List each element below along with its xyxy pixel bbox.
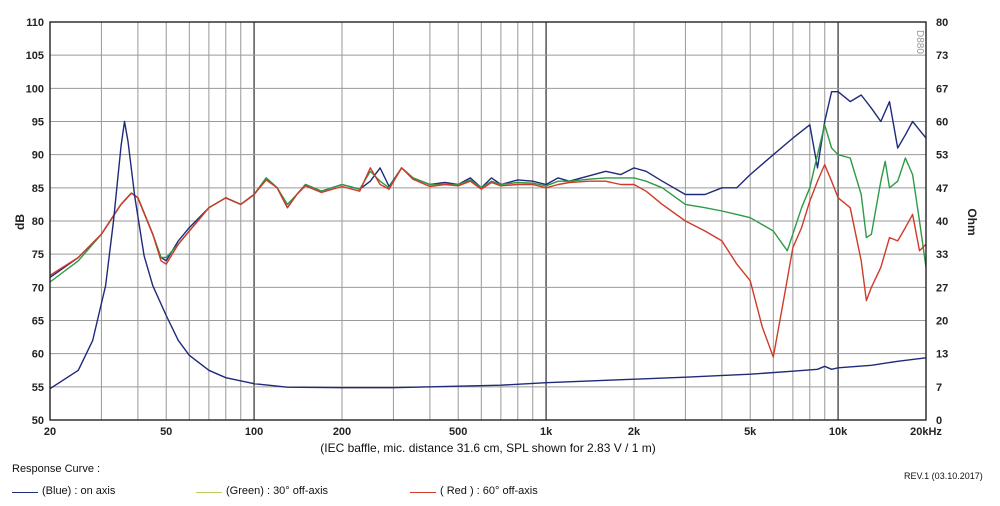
y-tick-label: 70: [32, 282, 44, 294]
y2-tick-label: 73: [936, 50, 948, 62]
y-tick-label: 75: [32, 249, 44, 261]
legend-swatch-red: [410, 492, 436, 493]
y-tick-label: 80: [32, 216, 44, 228]
series-line-impedance: [49, 120, 927, 390]
y2-axis-title: Ohm: [965, 208, 979, 235]
y-tick-label: 85: [32, 183, 44, 195]
x-tick-label: 20kHz: [910, 426, 942, 438]
y-tick-label: 60: [32, 349, 44, 361]
series-line-red-60-off-axis: [49, 163, 927, 358]
legend-label-red: ( Red ) : 60° off-axis: [440, 485, 538, 497]
legend-label-blue: (Blue) : on axis: [42, 485, 116, 497]
y-tick-label: 50: [32, 415, 44, 427]
x-tick-label: 2k: [628, 426, 641, 438]
y2-tick-label: 0: [936, 415, 942, 427]
y2-tick-label: 27: [936, 282, 948, 294]
y-tick-label: 105: [26, 50, 44, 62]
y-tick-label: 65: [32, 316, 44, 328]
x-tick-label: 10k: [829, 426, 848, 438]
x-tick-label: 200: [333, 426, 351, 438]
y-tick-label: 100: [26, 83, 44, 95]
curves: [49, 91, 927, 390]
y-tick-label: 110: [26, 17, 44, 29]
y-tick-label: 55: [32, 382, 44, 394]
y2-tick-label: 60: [936, 117, 948, 129]
grid: [50, 22, 926, 420]
y-tick-label: 95: [32, 117, 44, 129]
y2-tick-label: 67: [936, 83, 948, 95]
x-tick-label: 500: [449, 426, 467, 438]
y2-tick-label: 33: [936, 249, 948, 261]
watermark: D880: [914, 30, 925, 54]
legend-swatch-green: [196, 492, 222, 493]
y2-tick-label: 40: [936, 216, 948, 228]
y2-tick-label: 13: [936, 349, 948, 361]
x-tick-label: 20: [44, 426, 56, 438]
frequency-response-chart: 20 50 100 200 500 1k 2k 5k 10k 20kHz5055606570758…: [13, 17, 979, 455]
x-tick-label: 5k: [744, 426, 757, 438]
revision-label: REV.1 (03.10.2017): [904, 471, 983, 481]
y2-tick-label: 47: [936, 183, 948, 195]
legend-swatch-blue: [12, 492, 38, 493]
y2-tick-label: 20: [936, 316, 948, 328]
legend-title: Response Curve :: [12, 463, 101, 475]
legend-label-green: (Green) : 30° off-axis: [226, 485, 329, 497]
x-tick-label: 50: [160, 426, 172, 438]
y2-tick-label: 7: [936, 382, 942, 394]
y2-tick-label: 80: [936, 17, 948, 29]
x-tick-label: 1k: [540, 426, 553, 438]
x-tick-label: 100: [245, 426, 263, 438]
y-axis-title: dB: [13, 214, 27, 230]
plot-frame: [49, 21, 927, 421]
x-axis-caption: (IEC baffle, mic. distance 31.6 cm, SPL …: [320, 441, 655, 455]
y-tick-label: 90: [32, 150, 44, 162]
y2-tick-label: 53: [936, 150, 948, 162]
tick-labels: 20 50 100 200 500 1k 2k 5k 10k 20kHz5055606570758…: [26, 17, 949, 438]
